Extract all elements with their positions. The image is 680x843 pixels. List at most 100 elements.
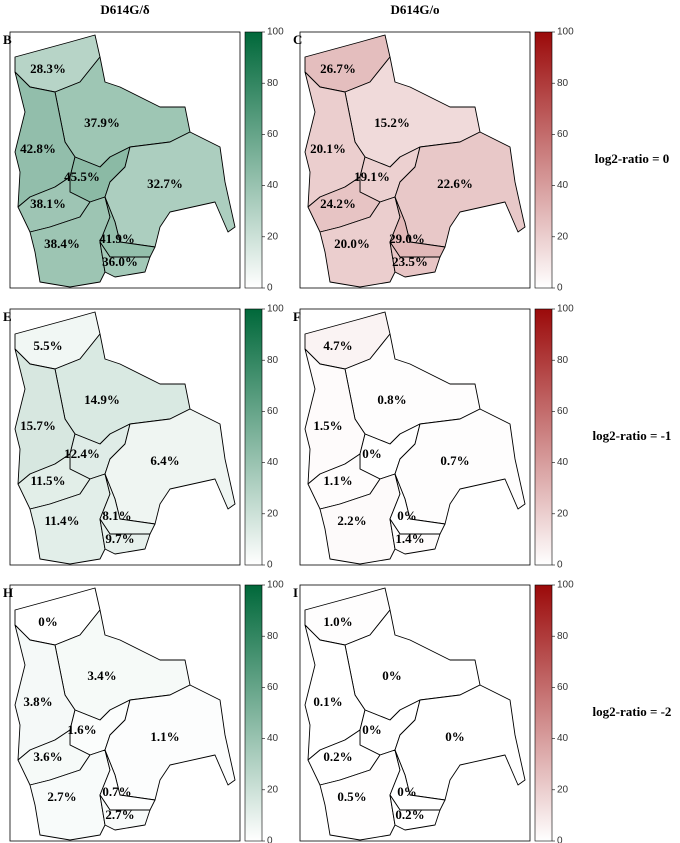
column-title: D614G/o xyxy=(390,2,439,17)
region xyxy=(104,684,236,801)
value-label: 0% xyxy=(38,614,58,629)
region xyxy=(104,131,236,248)
colorbar-tick-label: 40 xyxy=(267,733,279,744)
panel-letter: B xyxy=(3,32,12,47)
region xyxy=(394,684,526,801)
colorbar-tick-label: 20 xyxy=(267,231,279,242)
value-label: 36.0% xyxy=(102,254,138,269)
panel-frame xyxy=(9,308,241,566)
colorbar-tick-label: 20 xyxy=(267,784,279,795)
value-label: 11.5% xyxy=(30,473,65,488)
panel-frame xyxy=(299,308,531,566)
value-label: 0.7% xyxy=(102,784,131,799)
colorbar-tick-label: 60 xyxy=(557,406,569,417)
colorbar-tick-label: 20 xyxy=(557,784,569,795)
value-label: 0.5% xyxy=(337,789,366,804)
row-label: log2-ratio = -2 xyxy=(593,704,672,719)
value-label: 0% xyxy=(397,784,417,799)
value-label: 3.4% xyxy=(87,668,116,683)
value-label: 0.2% xyxy=(395,807,424,822)
colorbar-tick-label: 0 xyxy=(267,560,273,571)
value-label: 38.1% xyxy=(30,196,66,211)
value-label: 12.4% xyxy=(64,446,100,461)
region xyxy=(99,794,151,831)
region xyxy=(389,518,441,555)
value-label: 14.9% xyxy=(84,392,120,407)
colorbar-tick-label: 0 xyxy=(267,283,273,294)
value-label: 0% xyxy=(445,729,465,744)
colorbar-tick-label: 40 xyxy=(267,457,279,468)
colorbar xyxy=(534,308,553,566)
panel-letter: E xyxy=(3,309,12,324)
value-label: 3.8% xyxy=(23,694,52,709)
row-label: log2-ratio = -1 xyxy=(593,428,672,443)
colorbar-tick-label: 0 xyxy=(267,836,273,843)
value-label: 5.5% xyxy=(33,338,62,353)
colorbar-tick-label: 100 xyxy=(557,27,574,38)
colorbar-tick-label: 40 xyxy=(557,457,569,468)
colorbar-tick-label: 80 xyxy=(557,355,569,366)
value-label: 3.6% xyxy=(33,749,62,764)
value-label: 0% xyxy=(362,722,382,737)
region xyxy=(104,408,236,525)
colorbar-tick-label: 0 xyxy=(557,560,563,571)
colorbar-tick-label: 20 xyxy=(557,231,569,242)
colorbar-tick-label: 40 xyxy=(557,180,569,191)
value-label: 0.1% xyxy=(313,694,342,709)
value-label: 1.5% xyxy=(313,418,342,433)
value-label: 20.0% xyxy=(334,236,370,251)
value-label: 0% xyxy=(362,446,382,461)
colorbar-tick-label: 40 xyxy=(557,733,569,744)
colorbar-tick-label: 80 xyxy=(267,78,279,89)
value-label: 1.1% xyxy=(150,729,179,744)
value-label: 6.4% xyxy=(150,453,179,468)
colorbar-tick-label: 100 xyxy=(267,304,284,315)
value-label: 2.7% xyxy=(105,807,134,822)
panel-letter: C xyxy=(293,32,302,47)
region xyxy=(389,241,441,278)
colorbar-tick-label: 80 xyxy=(267,631,279,642)
colorbar-tick-label: 60 xyxy=(267,129,279,140)
value-label: 15.7% xyxy=(20,418,56,433)
value-label: 0.7% xyxy=(440,453,469,468)
value-label: 20.1% xyxy=(310,141,346,156)
value-label: 29.0% xyxy=(389,231,425,246)
colorbar-tick-label: 100 xyxy=(557,580,574,591)
value-label: 2.2% xyxy=(337,513,366,528)
region xyxy=(389,794,441,831)
colorbar-tick-label: 100 xyxy=(557,304,574,315)
panel-frame xyxy=(9,31,241,289)
colorbar-tick-label: 60 xyxy=(267,406,279,417)
colorbar xyxy=(244,308,263,566)
colorbar-tick-label: 40 xyxy=(267,180,279,191)
colorbar-tick-label: 80 xyxy=(557,78,569,89)
value-label: 0.2% xyxy=(323,749,352,764)
value-label: 2.7% xyxy=(47,789,76,804)
value-label: 37.9% xyxy=(84,115,120,130)
value-label: 0% xyxy=(382,668,402,683)
value-label: 8.1% xyxy=(102,508,131,523)
value-label: 0% xyxy=(397,508,417,523)
colorbar-tick-label: 60 xyxy=(557,682,569,693)
value-label: 11.4% xyxy=(44,513,79,528)
colorbar-tick-label: 60 xyxy=(557,129,569,140)
colorbar-tick-label: 60 xyxy=(267,682,279,693)
panel-frame xyxy=(299,31,531,289)
panel-letter: I xyxy=(293,585,298,600)
colorbar-tick-label: 20 xyxy=(557,508,569,519)
colorbar-tick-label: 0 xyxy=(557,836,563,843)
value-label: 1.4% xyxy=(395,531,424,546)
panel-letter: H xyxy=(3,585,13,600)
colorbar-tick-label: 100 xyxy=(267,580,284,591)
colorbar-tick-label: 80 xyxy=(267,355,279,366)
value-label: 1.6% xyxy=(67,722,96,737)
colorbar-tick-label: 20 xyxy=(267,508,279,519)
colorbar-tick-label: 0 xyxy=(557,283,563,294)
value-label: 28.3% xyxy=(30,61,66,76)
value-label: 9.7% xyxy=(105,531,134,546)
value-label: 22.6% xyxy=(437,176,473,191)
region xyxy=(99,241,151,278)
region xyxy=(394,408,526,525)
region xyxy=(394,131,526,248)
value-label: 45.5% xyxy=(64,169,100,184)
